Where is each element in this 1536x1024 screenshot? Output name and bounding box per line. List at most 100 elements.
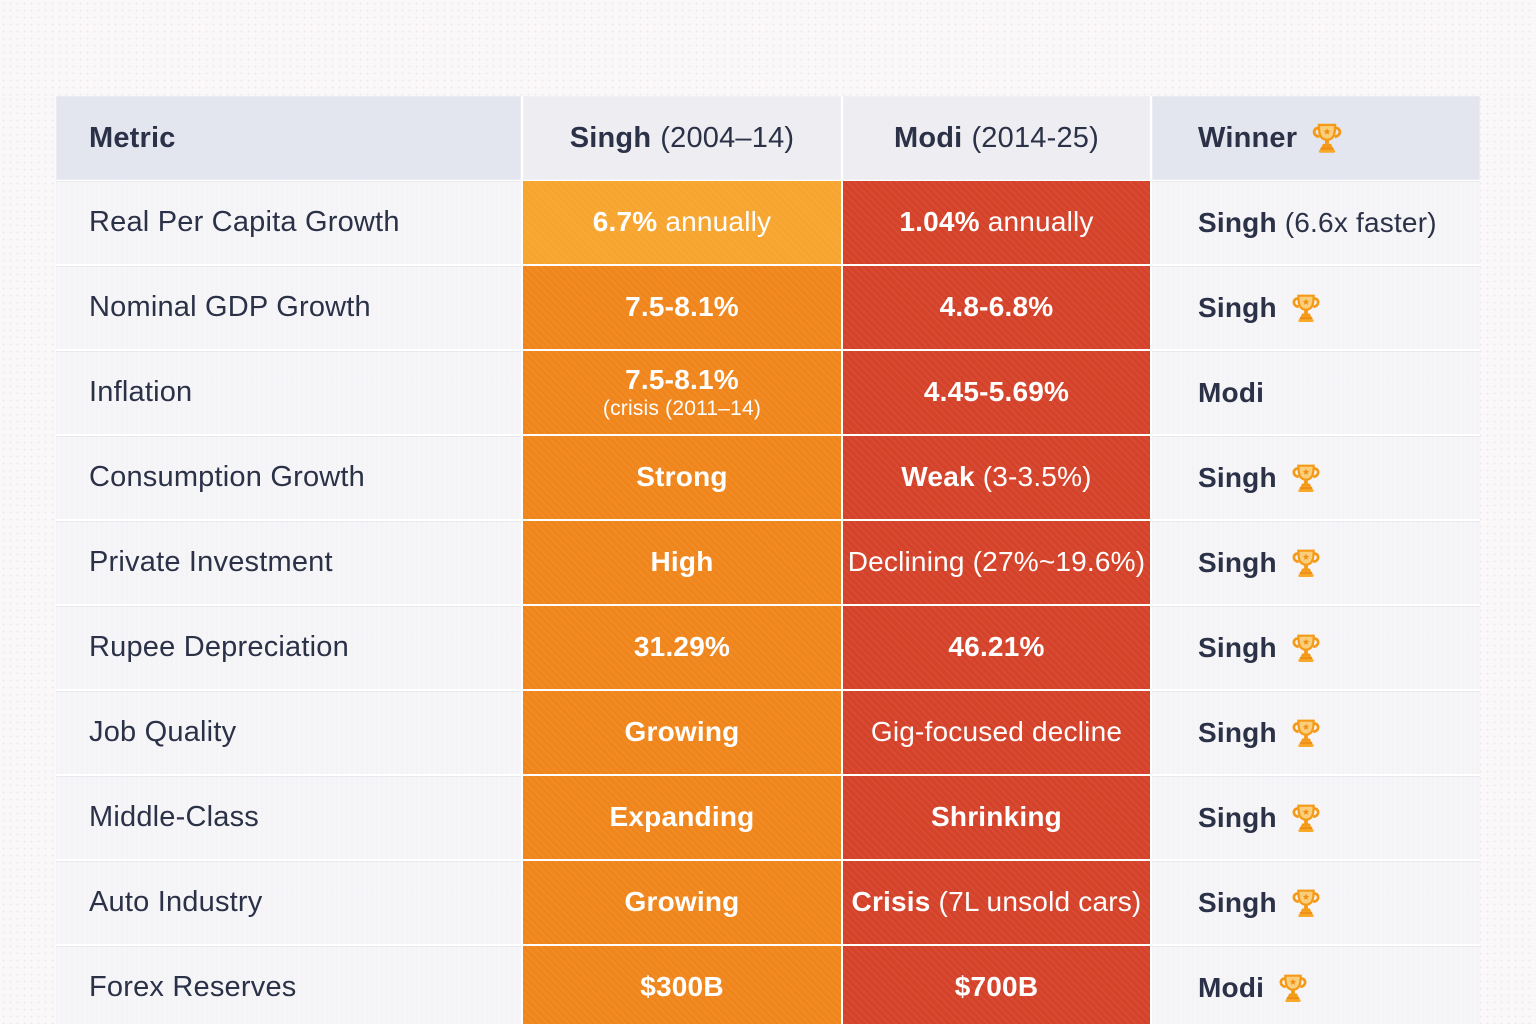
metric-cell: Private Investment	[56, 521, 521, 604]
modi-value-cell: Shrinking	[843, 776, 1150, 859]
metric-label: Inflation	[89, 376, 193, 408]
singh-value-cell: 7.5-8.1% (crisis (2011–14)	[523, 351, 841, 434]
metric-cell: Forex Reserves	[56, 946, 521, 1024]
metric-label: Job Quality	[89, 716, 237, 748]
modi-value-cell: 4.8-6.8%	[843, 266, 1150, 349]
metric-cell: Consumption Growth	[56, 436, 521, 519]
metric-cell: Real Per Capita Growth	[56, 181, 521, 264]
singh-value: Expanding	[609, 801, 755, 833]
singh-value-cell: 31.29%	[523, 606, 841, 689]
singh-value: 7.5-8.1%	[625, 363, 739, 395]
metric-label: Nominal GDP Growth	[89, 291, 371, 323]
header-winner-label: Winner	[1198, 121, 1298, 154]
header-metric-label: Metric	[89, 121, 176, 154]
singh-value: Strong	[636, 461, 728, 493]
singh-value: High	[650, 546, 714, 578]
metric-label: Auto Industry	[89, 886, 263, 918]
singh-value-cell: $300B	[523, 946, 841, 1024]
winner-cell: Singh	[1152, 521, 1480, 604]
metric-cell: Job Quality	[56, 691, 521, 774]
winner-cell: Singh	[1152, 266, 1480, 349]
winner-cell: Modi	[1152, 946, 1480, 1024]
metric-label: Consumption Growth	[89, 461, 365, 493]
singh-value-cell: High	[523, 521, 841, 604]
winner-cell: Singh	[1152, 861, 1480, 944]
winner-name: Modi	[1198, 376, 1265, 408]
trophy-icon	[1292, 634, 1320, 662]
singh-value: Growing	[624, 886, 740, 918]
winner-name: Singh	[1198, 461, 1277, 493]
header-metric: Metric	[56, 96, 521, 180]
winner-cell: Singh (6.6x faster)	[1152, 181, 1480, 264]
page: { "colors": { "singh_orange": "#F0861B",…	[0, 96, 1536, 1024]
metric-cell: Inflation	[56, 351, 521, 434]
modi-value: Weak (3-3.5%)	[901, 461, 1092, 493]
metric-cell: Auto Industry	[56, 861, 521, 944]
modi-value: Gig-focused decline	[870, 716, 1123, 748]
modi-value: Declining (27%~19.6%)	[847, 546, 1146, 578]
modi-value-cell: 4.45-5.69%	[843, 351, 1150, 434]
metric-label: Middle-Class	[89, 801, 259, 833]
metric-label: Rupee Depreciation	[89, 631, 349, 663]
winner-name: Singh	[1198, 801, 1277, 833]
trophy-icon	[1292, 889, 1320, 917]
winner-cell: Singh	[1152, 776, 1480, 859]
modi-value: 1.04% annually	[899, 206, 1094, 238]
singh-value-cell: Strong	[523, 436, 841, 519]
header-singh: Singh (2004–14)	[523, 96, 841, 180]
trophy-icon	[1279, 974, 1307, 1002]
metric-cell: Nominal GDP Growth	[56, 266, 521, 349]
modi-value: Shrinking	[931, 801, 1062, 833]
trophy-icon	[1312, 123, 1342, 153]
winner-cell: Singh	[1152, 436, 1480, 519]
modi-value-cell: 1.04% annually	[843, 181, 1150, 264]
modi-value-cell: $700B	[843, 946, 1150, 1024]
singh-value-cell: 6.7% annually	[523, 181, 841, 264]
modi-value-cell: Declining (27%~19.6%)	[843, 521, 1150, 604]
trophy-icon	[1292, 294, 1320, 322]
modi-value-cell: Crisis (7L unsold cars)	[843, 861, 1150, 944]
header-modi-name: Modi	[894, 121, 963, 154]
trophy-icon	[1292, 719, 1320, 747]
singh-value-cell: 7.5-8.1%	[523, 266, 841, 349]
modi-value-cell: Weak (3-3.5%)	[843, 436, 1150, 519]
metric-label: Real Per Capita Growth	[89, 206, 400, 238]
winner-name: Singh	[1198, 716, 1277, 748]
winner-name: Singh	[1198, 291, 1277, 323]
modi-value-cell: 46.21%	[843, 606, 1150, 689]
singh-value: 7.5-8.1%	[625, 291, 739, 323]
winner-cell: Singh	[1152, 606, 1480, 689]
comparison-table: Metric Singh (2004–14) Modi (2014-25) Wi…	[56, 96, 1480, 1024]
singh-value: 31.29%	[633, 631, 731, 663]
singh-value-cell: Growing	[523, 691, 841, 774]
header-modi-period: (2014-25)	[971, 121, 1099, 154]
singh-value-cell: Growing	[523, 861, 841, 944]
modi-value: 4.45-5.69%	[923, 376, 1070, 408]
modi-value: $700B	[954, 971, 1039, 1003]
header-singh-name: Singh	[569, 121, 652, 154]
metric-cell: Middle-Class	[56, 776, 521, 859]
singh-value: 6.7% annually	[592, 206, 772, 238]
winner-name: Singh	[1198, 886, 1277, 918]
singh-value-cell: Expanding	[523, 776, 841, 859]
singh-value-sub: (crisis (2011–14)	[602, 396, 762, 420]
winner-note: (6.6x faster)	[1284, 206, 1437, 238]
singh-value: $300B	[640, 971, 724, 1003]
trophy-icon	[1292, 804, 1320, 832]
trophy-icon	[1292, 549, 1320, 577]
singh-value: Growing	[624, 716, 740, 748]
metric-label: Forex Reserves	[89, 971, 297, 1003]
modi-value: 4.8-6.8%	[939, 291, 1054, 323]
modi-value-cell: Gig-focused decline	[843, 691, 1150, 774]
trophy-icon	[1292, 464, 1320, 492]
winner-name: Singh	[1198, 206, 1277, 238]
winner-name: Singh	[1198, 631, 1277, 663]
header-modi: Modi (2014-25)	[843, 96, 1150, 180]
metric-cell: Rupee Depreciation	[56, 606, 521, 689]
header-singh-period: (2004–14)	[660, 121, 795, 154]
winner-cell: Modi	[1152, 351, 1480, 434]
modi-value: Crisis (7L unsold cars)	[851, 886, 1142, 918]
winner-name: Singh	[1198, 546, 1277, 578]
header-winner: Winner	[1152, 96, 1480, 180]
modi-value: 46.21%	[948, 631, 1045, 663]
